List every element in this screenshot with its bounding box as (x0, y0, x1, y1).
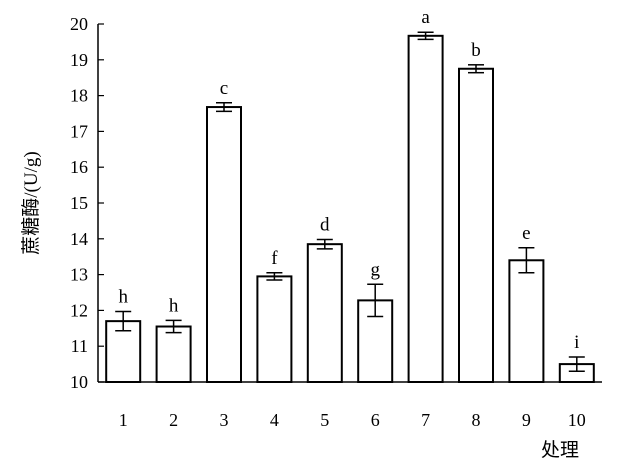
error-bar (568, 356, 585, 373)
x-tick-label: 8 (472, 410, 481, 430)
significance-label: d (320, 215, 330, 236)
y-tick-label: 14 (70, 229, 88, 249)
bar (206, 106, 242, 383)
error-bars (115, 31, 585, 373)
y-axis-title: 蔗糖酶/(U/g) (20, 151, 42, 254)
error-bar (266, 272, 283, 281)
error-bar (518, 247, 535, 274)
bar (407, 34, 444, 384)
y-tick-label: 19 (70, 50, 88, 70)
x-tick-label: 2 (169, 410, 178, 430)
error-bar (468, 64, 484, 74)
significance-label: a (421, 7, 430, 28)
x-tick-label: 1 (119, 410, 128, 430)
error-bar (216, 102, 232, 113)
y-tick-label: 17 (70, 121, 88, 141)
y-tick-label: 11 (71, 336, 88, 356)
y-tick-label: 20 (70, 14, 88, 34)
significance-label: h (169, 295, 179, 316)
bar (105, 320, 142, 384)
error-bar (316, 238, 333, 250)
x-tick-label: 9 (522, 410, 531, 430)
y-ticks: 10 11 12 13 14 15 16 17 18 19 20 (70, 14, 104, 392)
significance-labels: h h c f d g a b e i (118, 7, 579, 353)
bar (458, 67, 494, 383)
error-bar (115, 310, 132, 332)
y-tick-label: 16 (70, 157, 88, 177)
significance-label: i (574, 332, 579, 353)
x-tick-label: 6 (371, 410, 380, 430)
error-bar (165, 319, 182, 334)
bar (155, 325, 192, 384)
error-bar (417, 31, 434, 41)
significance-label: c (220, 78, 228, 99)
significance-label: h (118, 286, 128, 307)
x-tick-label: 10 (568, 410, 586, 430)
x-tick-label: 3 (220, 410, 229, 430)
x-tick-labels: 1 2 3 4 5 6 7 8 9 10 (119, 410, 586, 430)
y-tick-label: 10 (70, 372, 88, 392)
significance-label: b (471, 40, 481, 61)
y-tick-label: 18 (70, 86, 88, 106)
y-tick-label: 12 (70, 300, 88, 320)
x-tick-label: 5 (320, 410, 329, 430)
significance-label: f (271, 248, 278, 269)
significance-label: g (370, 259, 380, 280)
y-tick-label: 15 (70, 193, 88, 213)
significance-label: e (522, 223, 530, 244)
y-tick-label: 13 (70, 265, 88, 285)
x-tick-label: 7 (421, 410, 430, 430)
x-tick-label: 4 (270, 410, 279, 430)
bar (306, 243, 343, 383)
x-axis-title: 处理 (541, 439, 579, 461)
bar (508, 259, 545, 383)
error-bar (367, 283, 384, 318)
bars (105, 34, 595, 384)
bar (256, 275, 293, 384)
